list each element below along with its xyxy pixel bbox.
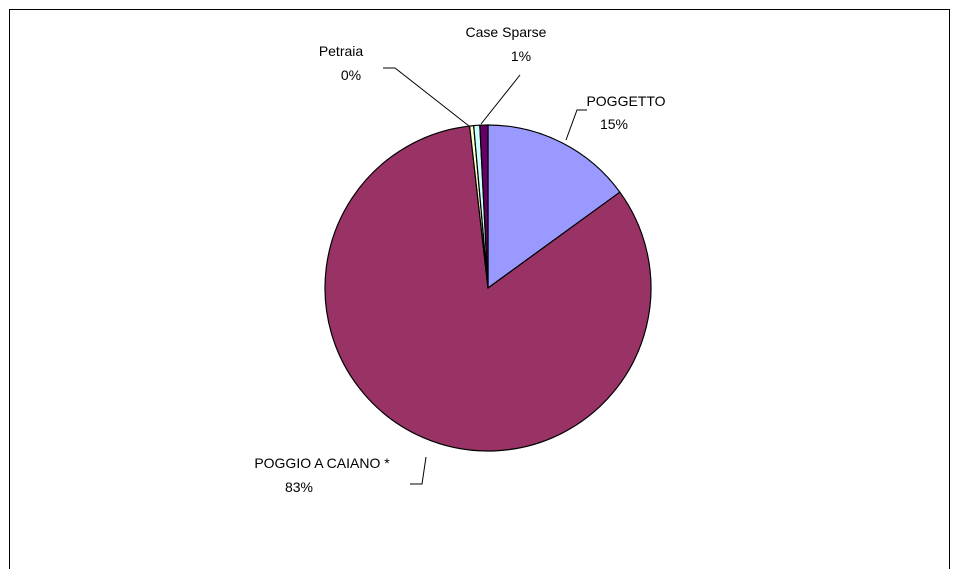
slice-label-petraia: Petraia: [319, 43, 364, 59]
slice-percent-case-sparse: 1%: [511, 48, 531, 64]
pie-slices: [324, 124, 652, 452]
pie-slice-unlabeled: [479, 124, 489, 289]
slice-label-case-sparse: Case Sparse: [466, 24, 547, 40]
pie-slice-poggetto: [487, 124, 621, 289]
leader-poggio-a-caiano: [410, 456, 427, 485]
leader-poggetto: [565, 109, 587, 141]
slice-label-poggio-a-caiano: POGGIO A CAIANO *: [254, 455, 390, 471]
leader-petraia: [383, 67, 470, 127]
slice-label-poggetto: POGGETTO: [586, 93, 665, 109]
leader-case-sparse: [480, 74, 521, 125]
leader-lines: [383, 67, 587, 485]
slice-percent-poggio-a-caiano: 83%: [285, 479, 313, 495]
slice-percent-poggetto: 15%: [600, 116, 628, 132]
slice-percent-petraia: 0%: [341, 67, 361, 83]
